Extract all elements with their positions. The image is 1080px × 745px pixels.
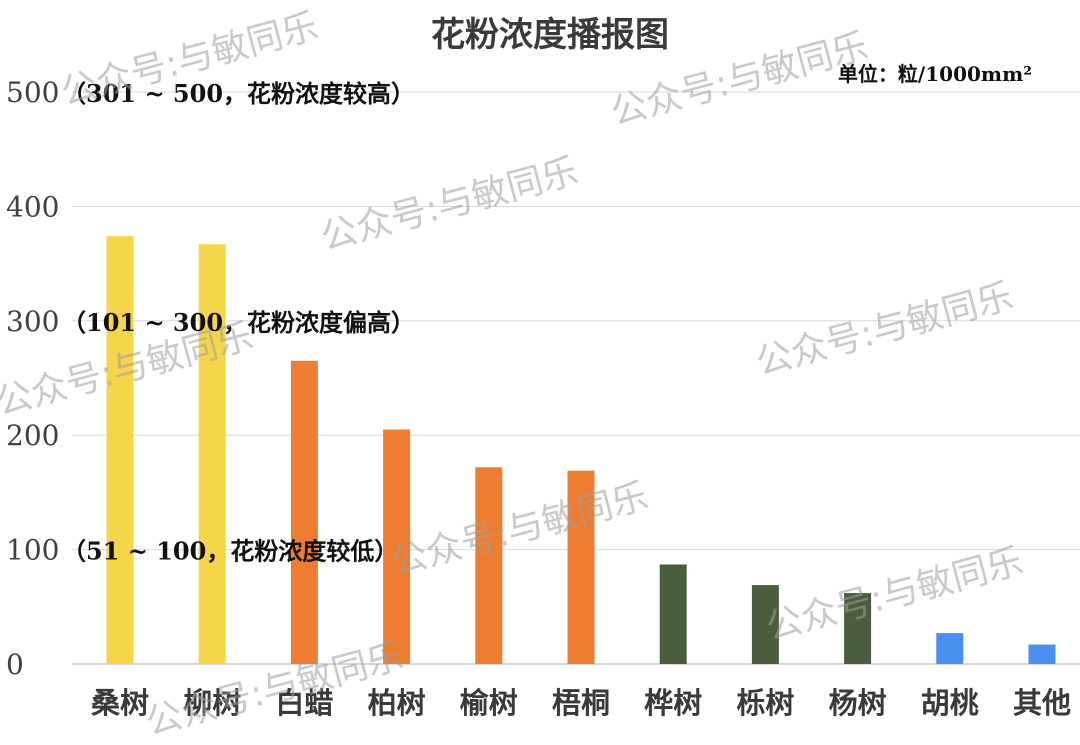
bar-柳树 (198, 244, 226, 665)
bar-杨树 (844, 593, 872, 664)
watermark-text: 公众号:与敏同乐 (387, 476, 653, 584)
watermark-text: 公众号:与敏同乐 (317, 151, 583, 259)
x-tick-label: 杨树 (829, 686, 887, 720)
band-annotation: （101 ~ 300，花粉浓度偏高） (62, 308, 415, 337)
y-tick-label: 0 (6, 648, 24, 681)
unit-label: 单位：粒/1000mm² (838, 62, 1032, 86)
watermark-text: 公众号:与敏同乐 (762, 541, 1028, 649)
bar-榆树 (475, 467, 503, 664)
bar-白蜡 (290, 360, 318, 664)
x-tick-label: 榆树 (460, 686, 518, 720)
bars (106, 236, 1056, 665)
band-annotation: （301 ~ 500，花粉浓度较高） (62, 79, 415, 108)
x-tick-label: 栎树 (736, 686, 794, 720)
bar-桦树 (659, 564, 687, 664)
y-axis-ticks: 0 100 200 300 400 500 (6, 76, 59, 681)
bar-栎树 (751, 585, 779, 664)
x-tick-label: 胡桃 (921, 686, 979, 720)
y-tick-label: 100 (6, 534, 59, 567)
y-tick-label: 500 (6, 76, 59, 109)
bar-其他 (1028, 644, 1056, 664)
concentration-band-labels: （301 ~ 500，花粉浓度较高） （101 ~ 300，花粉浓度偏高） （51 … (62, 79, 415, 566)
y-tick-label: 400 (6, 190, 59, 223)
x-tick-label: 梧桐 (552, 686, 610, 720)
x-tick-label: 柏树 (368, 686, 426, 720)
x-tick-label: 柳树 (183, 686, 241, 720)
band-annotation: （51 ~ 100，花粉浓度较低） (62, 537, 398, 566)
chart-title: 花粉浓度播报图 (431, 15, 669, 55)
y-tick-label: 200 (6, 419, 59, 452)
x-tick-label: 桑树 (91, 686, 149, 720)
x-tick-label: 白蜡 (275, 686, 333, 720)
x-axis-ticks: 桑树 柳树 白蜡 柏树 榆树 梧桐 桦树 栎树 杨树 胡桃 其他 (91, 686, 1071, 720)
y-tick-label: 300 (6, 305, 59, 338)
x-tick-label: 其他 (1013, 686, 1071, 720)
bar-梧桐 (567, 470, 595, 664)
watermark-text: 公众号:与敏同乐 (752, 276, 1018, 384)
x-tick-label: 桦树 (644, 686, 702, 720)
bar-胡桃 (936, 633, 964, 664)
bar-桑树 (106, 236, 134, 665)
bar-柏树 (383, 429, 411, 664)
watermarks: 公众号:与敏同乐 公众号:与敏同乐公众号:与敏同乐公众号:与敏同乐公众号:与敏同乐… (0, 6, 1027, 744)
